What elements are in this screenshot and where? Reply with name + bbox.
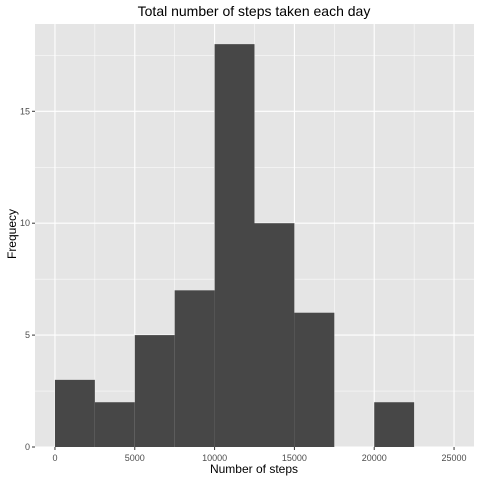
histogram-bar <box>94 402 135 447</box>
histogram-bar <box>54 379 95 447</box>
bars <box>54 44 415 448</box>
histogram-bar <box>174 290 215 447</box>
chart-title: Total number of steps taken each day <box>138 3 371 19</box>
y-tick-label: 0 <box>25 442 30 452</box>
y-tick-label: 10 <box>20 218 30 228</box>
x-tick-label: 15000 <box>282 453 307 463</box>
y-tick-label: 15 <box>20 106 30 116</box>
y-axis: 0 5 10 15 <box>20 106 35 452</box>
y-tick-label: 5 <box>25 330 30 340</box>
histogram-bar <box>214 44 255 448</box>
x-tick-label: 25000 <box>442 453 467 463</box>
y-axis-title: Frequecy <box>5 209 19 259</box>
x-tick-label: 0 <box>52 453 57 463</box>
x-tick-label: 20000 <box>362 453 387 463</box>
histogram-bar <box>254 223 295 447</box>
histogram-bar <box>294 312 335 447</box>
x-tick-label: 5000 <box>125 453 145 463</box>
x-axis: 0 5000 10000 15000 20000 25000 <box>52 447 467 463</box>
x-tick-label: 10000 <box>202 453 227 463</box>
histogram-bar <box>374 402 415 447</box>
histogram-bar <box>134 335 175 447</box>
x-axis-title: Number of steps <box>210 462 298 476</box>
